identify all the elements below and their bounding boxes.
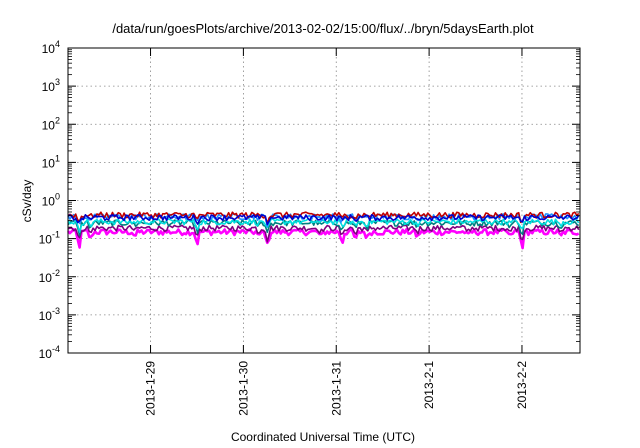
y-tick-base: 10 bbox=[39, 309, 53, 323]
y-tick-label: 100 bbox=[42, 192, 60, 209]
y-tick-base: 10 bbox=[42, 80, 56, 94]
y-tick-label: 10-1 bbox=[39, 230, 60, 247]
series-line bbox=[67, 214, 580, 226]
y-tick-label: 10-4 bbox=[39, 344, 60, 361]
series-line bbox=[67, 224, 580, 243]
series-line bbox=[67, 218, 580, 233]
axis-ticks bbox=[68, 47, 580, 354]
y-tick-exponent: 1 bbox=[55, 153, 60, 163]
y-tick-base: 10 bbox=[39, 271, 53, 285]
y-tick-label: 10-3 bbox=[39, 306, 60, 323]
y-tick-exponent: -2 bbox=[52, 268, 60, 278]
y-tick-label: 10-2 bbox=[39, 268, 60, 285]
y-tick-base: 10 bbox=[42, 42, 56, 56]
grid bbox=[68, 48, 580, 353]
y-tick-exponent: 4 bbox=[55, 39, 60, 49]
y-tick-base: 10 bbox=[42, 195, 56, 209]
y-tick-base: 10 bbox=[42, 156, 56, 170]
y-tick-exponent: -1 bbox=[52, 230, 60, 240]
y-tick-label: 104 bbox=[42, 39, 60, 56]
y-tick-exponent: -4 bbox=[52, 344, 60, 354]
y-tick-exponent: 0 bbox=[55, 192, 60, 202]
y-axis-label: cSv/day bbox=[20, 180, 34, 223]
series-group bbox=[67, 211, 580, 250]
x-tick-label: 2013-1-29 bbox=[144, 361, 158, 416]
chart-title: /data/run/goesPlots/archive/2013-02-02/1… bbox=[112, 21, 534, 36]
y-tick-exponent: 2 bbox=[55, 115, 60, 125]
x-tick-label: 2013-1-31 bbox=[329, 361, 343, 416]
x-tick-labels: 2013-1-29 2013-1-30 2013-1-31 2013-2-1 2013-… bbox=[144, 361, 529, 416]
y-tick-label: 101 bbox=[42, 153, 60, 170]
y-tick-base: 10 bbox=[39, 347, 53, 361]
y-tick-exponent: -3 bbox=[52, 306, 60, 316]
y-tick-label: 102 bbox=[42, 115, 60, 132]
y-tick-label: 103 bbox=[42, 77, 60, 94]
x-tick-label: 2013-2-1 bbox=[422, 361, 436, 409]
y-tick-exponent: 3 bbox=[55, 77, 60, 87]
x-tick-label: 2013-1-30 bbox=[236, 361, 250, 416]
x-axis-label: Coordinated Universal Time (UTC) bbox=[231, 430, 415, 444]
x-tick-label: 2013-2-2 bbox=[515, 361, 529, 409]
y-tick-base: 10 bbox=[42, 118, 56, 132]
y-tick-base: 10 bbox=[39, 233, 53, 247]
